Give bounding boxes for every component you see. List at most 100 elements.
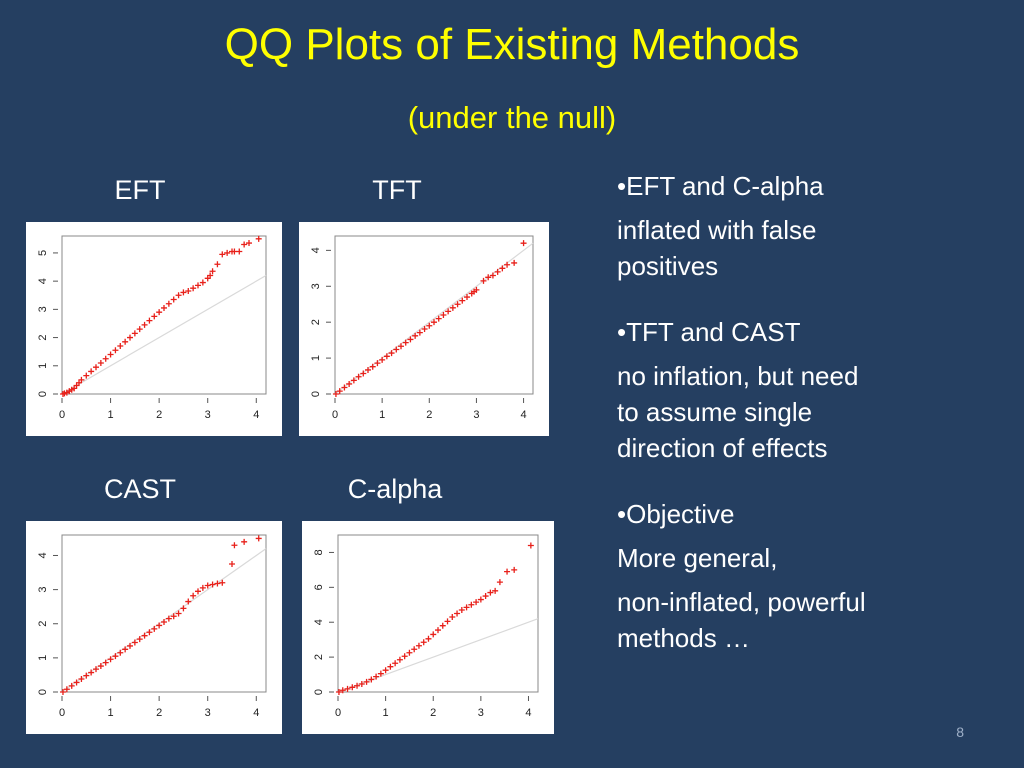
- data-point: [219, 251, 226, 258]
- bullet-line: methods …: [617, 623, 750, 653]
- data-point: [83, 372, 90, 379]
- bullet-line: positives: [617, 251, 719, 281]
- data-point: [406, 649, 413, 656]
- data-point: [360, 370, 367, 377]
- data-point: [156, 622, 163, 629]
- data-point: [350, 377, 357, 384]
- data-point: [511, 259, 518, 266]
- x-tick-label: 4: [525, 707, 531, 719]
- data-point: [78, 676, 85, 683]
- data-point: [170, 296, 177, 303]
- data-point: [165, 615, 172, 622]
- y-tick-label: 4: [37, 552, 49, 558]
- data-point: [480, 277, 487, 284]
- data-point: [231, 542, 238, 549]
- data-point: [374, 360, 381, 367]
- data-point: [454, 301, 461, 308]
- bullet-item: •TFT and CAST no inflation, but need to …: [617, 314, 957, 466]
- data-point: [195, 588, 201, 595]
- bullet-line: More general,: [617, 543, 778, 573]
- plot-frame: [61, 534, 267, 693]
- y-tick-label: 4: [313, 619, 325, 625]
- data-point: [504, 261, 511, 268]
- page-number: 8: [956, 724, 964, 740]
- bullet-line: inflated with false: [617, 215, 817, 245]
- data-point: [392, 660, 399, 667]
- x-tick-label: 4: [521, 409, 527, 421]
- x-tick-label: 0: [335, 707, 341, 719]
- data-point: [151, 625, 158, 632]
- data-point: [339, 687, 346, 694]
- data-point: [473, 599, 480, 606]
- data-point: [431, 319, 437, 326]
- data-point: [97, 663, 104, 670]
- data-point: [382, 667, 389, 674]
- data-point: [415, 642, 422, 649]
- data-point: [209, 581, 216, 588]
- x-tick-label: 0: [59, 707, 65, 719]
- data-point: [241, 241, 248, 248]
- data-point: [458, 607, 465, 614]
- data-point: [341, 384, 348, 391]
- data-point: [131, 639, 138, 646]
- bullet-line: non-inflated, powerful: [617, 587, 866, 617]
- data-point: [59, 689, 66, 695]
- data-point: [487, 589, 494, 596]
- data-point: [122, 338, 129, 345]
- y-tick-label: 2: [310, 319, 322, 325]
- data-point: [93, 364, 99, 371]
- qq-plot-tft: 0 1 2 3 4 0 1 2 3 4: [299, 222, 549, 436]
- qq-plot-cast: 0 1 2 3 4 0 1 2 3 4: [26, 521, 282, 734]
- data-point: [165, 300, 172, 307]
- data-point: [463, 604, 470, 611]
- data-point: [117, 649, 124, 656]
- data-point: [369, 363, 376, 370]
- data-point: [78, 376, 85, 383]
- data-point: [102, 355, 109, 362]
- bullet-line: no inflation, but need: [617, 361, 859, 391]
- bullet-line: direction of effects: [617, 433, 828, 463]
- data-point: [407, 336, 414, 343]
- data-point: [156, 309, 163, 316]
- data-point: [477, 596, 484, 603]
- data-point: [199, 279, 206, 286]
- data-point: [426, 322, 433, 329]
- bullet-item: •EFT and C-alpha inflated with false pos…: [617, 168, 957, 284]
- bullet-list: •EFT and C-alpha inflated with false pos…: [617, 168, 957, 686]
- y-tick-label: 3: [310, 283, 322, 289]
- data-point: [68, 682, 75, 689]
- x-tick-label: 2: [156, 409, 162, 421]
- data-point: [511, 566, 518, 573]
- data-point: [122, 646, 129, 653]
- y-tick-label: 6: [313, 584, 325, 590]
- x-tick-label: 1: [379, 409, 385, 421]
- data-point: [107, 351, 114, 358]
- x-tick-label: 4: [253, 707, 259, 719]
- qq-plot-tft-svg: 0 1 2 3 4 0 1 2 3 4: [310, 235, 534, 421]
- y-tick-label: 0: [310, 391, 322, 397]
- bullet-heading: •TFT and CAST: [617, 317, 801, 347]
- plot-label-cast: CAST: [103, 474, 176, 504]
- x-tick-label: 1: [108, 707, 114, 719]
- data-point: [199, 584, 206, 591]
- data-point: [473, 286, 480, 293]
- data-point: [527, 542, 534, 549]
- data-point: [190, 285, 197, 292]
- x-tick-label: 3: [205, 409, 211, 421]
- data-point: [175, 610, 182, 617]
- data-point: [214, 580, 221, 587]
- qq-plot-eft-svg: 0 1 2 3 4 0 1 2 3 4 5: [37, 235, 267, 421]
- data-point: [112, 347, 119, 354]
- y-tick-label: 2: [37, 335, 49, 341]
- qq-plot-cast-svg: 0 1 2 3 4 0 1 2 3 4: [37, 534, 267, 719]
- y-tick-label: 0: [313, 689, 325, 695]
- data-point: [412, 332, 419, 339]
- x-tick-label: 2: [156, 707, 162, 719]
- data-point: [229, 561, 235, 568]
- data-point: [131, 330, 138, 337]
- data-point: [499, 265, 506, 272]
- data-point: [492, 587, 499, 594]
- data-point: [464, 294, 470, 301]
- data-point: [246, 240, 252, 247]
- data-point: [411, 646, 418, 653]
